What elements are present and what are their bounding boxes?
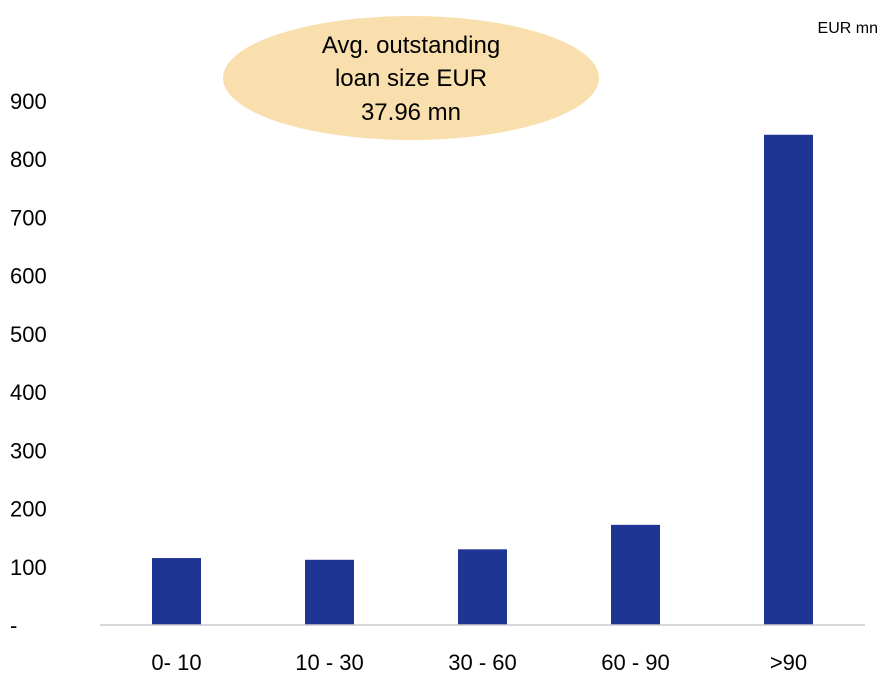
y-tick-label: 700 (10, 205, 47, 230)
y-axis: - 100 200 300 400 500 600 700 800 900 (10, 89, 47, 638)
annotation-line-3: 37.96 mn (361, 99, 461, 126)
x-tick-label: 0- 10 (151, 650, 201, 675)
y-tick-label: 400 (10, 380, 47, 405)
y-tick-label: 100 (10, 555, 47, 580)
annotation-bubble: Avg. outstanding loan size EUR 37.96 mn (223, 16, 599, 140)
unit-label: EUR mn (818, 20, 878, 37)
bar (611, 524, 660, 625)
x-tick-label: 10 - 30 (295, 650, 364, 675)
y-tick-label: 600 (10, 264, 47, 289)
bar (152, 558, 201, 625)
annotation-line-2: loan size EUR (335, 65, 487, 92)
y-tick-label: 300 (10, 438, 47, 463)
annotation-line-1: Avg. outstanding (322, 32, 500, 59)
y-tick-label: 200 (10, 497, 47, 522)
bar (305, 559, 354, 625)
y-tick-label: 900 (10, 89, 47, 114)
bar (458, 549, 507, 625)
y-tick-label: - (10, 613, 17, 638)
x-axis: 0- 10 10 - 30 30 - 60 60 - 90 >90 (151, 650, 807, 675)
annotation-ellipse (223, 16, 599, 140)
y-tick-label: 500 (10, 322, 47, 347)
x-tick-label: 60 - 90 (601, 650, 670, 675)
bar (764, 134, 813, 625)
x-tick-label: 30 - 60 (448, 650, 517, 675)
bars (152, 134, 813, 625)
x-tick-label: >90 (770, 650, 807, 675)
y-tick-label: 800 (10, 147, 47, 172)
